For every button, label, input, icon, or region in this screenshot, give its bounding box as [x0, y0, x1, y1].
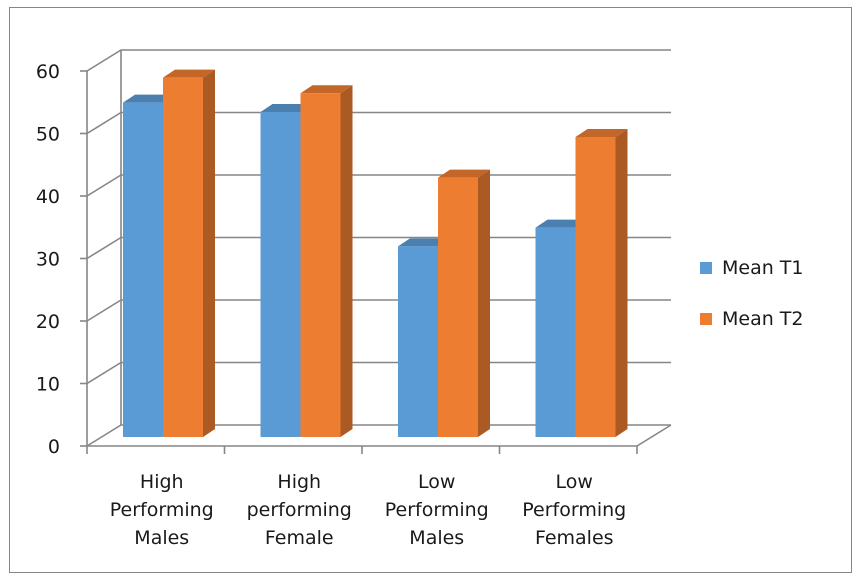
- x-category-label-3: Low Performing Females: [522, 471, 626, 549]
- y-tick-label-50: 50: [36, 124, 60, 146]
- bar-front-3-1: [575, 137, 616, 437]
- bar-side-0-1: [203, 69, 215, 437]
- bar-front-3-0: [535, 227, 576, 437]
- legend-label-0: Mean T1: [722, 257, 804, 279]
- x-category-label-1: High performing Female: [247, 471, 352, 549]
- bar-1-1: [300, 85, 353, 437]
- legend-swatch-1: [700, 313, 712, 325]
- bar-side-3-1: [615, 129, 628, 437]
- x-category-label-1-line-0: High: [277, 471, 321, 493]
- x-category-label-2-line-0: Low: [418, 471, 455, 493]
- bar-top-0-0: [123, 94, 175, 103]
- bar-front-1-1: [300, 93, 341, 437]
- bar-top-3-0: [535, 219, 588, 228]
- gridline-50: [86, 111, 671, 135]
- bar-side-1-1: [340, 85, 353, 437]
- bar-3-1: [575, 129, 628, 437]
- bar-side-2-1: [478, 169, 490, 437]
- bar-2-1: [438, 169, 490, 437]
- x-category-label-1-line-1: performing: [247, 499, 352, 521]
- gridline-60: [86, 49, 671, 72]
- y-tick-label-20: 20: [36, 311, 60, 333]
- legend: Mean T1 Mean T2: [700, 257, 804, 330]
- bar-top-2-1: [438, 169, 490, 178]
- bar-0-1: [163, 69, 215, 437]
- bar-front-2-1: [438, 177, 478, 437]
- bar-top-3-1: [575, 129, 628, 137]
- bar-top-2-0: [398, 238, 450, 247]
- x-category-label-3-line-0: Low: [556, 471, 593, 493]
- x-category-label-2-line-2: Males: [409, 527, 464, 549]
- bar-front-0-1: [163, 77, 203, 437]
- bar-front-1-0: [260, 112, 301, 437]
- x-category-label-3-line-1: Performing: [522, 499, 626, 521]
- bars: [123, 69, 628, 437]
- y-tick-label-0: 0: [48, 436, 60, 458]
- x-category-label-3-line-2: Females: [535, 527, 614, 549]
- bar-front-0-0: [123, 102, 163, 437]
- legend-label-1: Mean T2: [722, 308, 804, 330]
- floor-right-edge: [636, 424, 672, 447]
- y-tick-label-40: 40: [36, 186, 60, 208]
- x-category-label-2: Low Performing Males: [385, 471, 489, 549]
- bar-top-1-0: [260, 104, 313, 112]
- axes: [80, 70, 672, 454]
- bar-top-0-1: [163, 69, 215, 78]
- x-category-labels: High Performing Males High performing Female L…: [110, 471, 626, 549]
- y-tick-labels: 0 10 20 30 40 50 60: [36, 61, 60, 458]
- bar-front-2-0: [398, 246, 438, 437]
- y-tick-label-60: 60: [36, 61, 60, 83]
- x-category-label-0-line-1: Performing: [110, 499, 214, 521]
- y-tick-label-30: 30: [36, 249, 60, 271]
- x-category-label-0-line-0: High: [140, 471, 184, 493]
- x-category-label-0: High Performing Males: [110, 471, 214, 549]
- x-category-label-2-line-1: Performing: [385, 499, 489, 521]
- legend-swatch-0: [700, 262, 712, 274]
- x-category-label-0-line-2: Males: [134, 527, 189, 549]
- bar-top-1-1: [300, 85, 353, 94]
- x-category-label-1-line-2: Female: [265, 527, 334, 549]
- y-tick-label-10: 10: [36, 374, 60, 396]
